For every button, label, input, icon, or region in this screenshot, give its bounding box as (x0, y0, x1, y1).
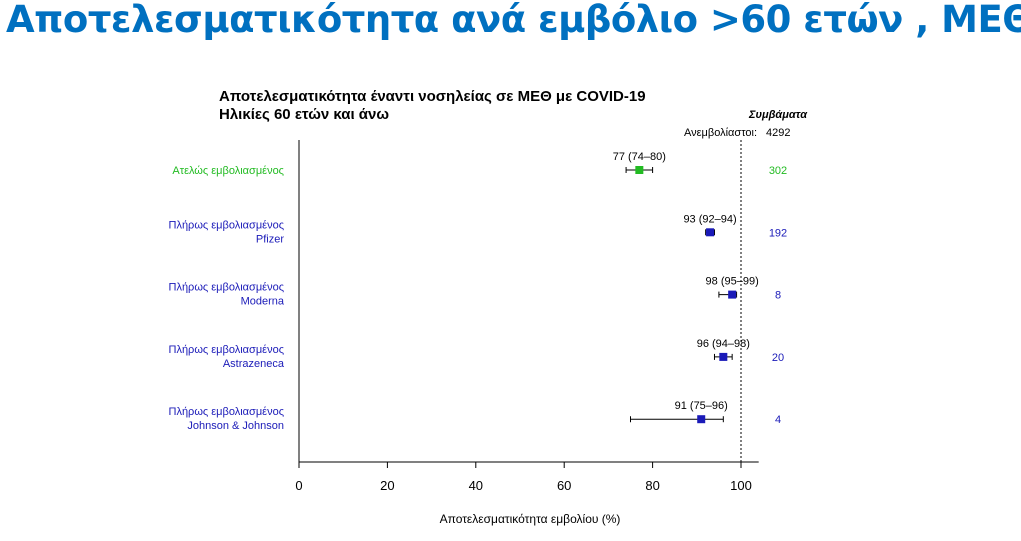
events-count: 302 (769, 165, 787, 177)
row-label: Astrazeneca (223, 358, 285, 370)
events-count: 8 (775, 290, 781, 302)
x-tick-label: 100 (730, 478, 752, 493)
events-count: 4 (775, 414, 781, 426)
events-count: 192 (769, 227, 787, 239)
ci-text: 93 (92–94) (683, 213, 736, 225)
ci-text: 96 (94–98) (697, 338, 750, 350)
ci-text: 77 (74–80) (613, 151, 666, 163)
unvaccinated-events: 4292 (766, 127, 790, 139)
x-tick-label: 60 (557, 478, 571, 493)
x-tick-label: 40 (469, 478, 483, 493)
row-label: Πλήρως εμβολιασμένος (169, 406, 285, 418)
chart-subtitle: Ηλικίες 60 ετών και άνω (219, 106, 390, 123)
row-label: Ατελώς εμβολιασμένος (172, 165, 284, 177)
ci-text: 91 (75–96) (675, 400, 728, 412)
events-header: Συμβάματα (748, 109, 808, 121)
chart-title: Αποτελεσματικότητα έναντι νοσηλείας σε Μ… (219, 88, 646, 105)
x-axis-label: Αποτελεσματικότητα εμβολίου (%) (440, 512, 621, 526)
x-tick-label: 0 (295, 478, 302, 493)
point-estimate (635, 166, 644, 174)
row-label: Johnson & Johnson (187, 420, 284, 432)
row-label: Moderna (241, 296, 285, 308)
unvaccinated-label: Ανεμβολίαστοι: (684, 127, 757, 139)
row-label: Πλήρως εμβολιασμένος (169, 219, 285, 231)
point-estimate (719, 352, 728, 361)
row-label: Pfizer (256, 233, 284, 245)
row-label: Πλήρως εμβολιασμένος (169, 344, 285, 356)
point-estimate (697, 415, 706, 424)
events-count: 20 (772, 352, 784, 364)
slide-title: Αποτελεσματικότητα ανά εμβόλιο >60 ετών … (6, 0, 1021, 41)
x-tick-label: 80 (645, 478, 659, 493)
x-tick-label: 20 (380, 478, 394, 493)
point-estimate (706, 228, 715, 237)
point-estimate (728, 290, 737, 299)
ci-text: 98 (95–99) (706, 276, 759, 288)
row-label: Πλήρως εμβολιασμένος (169, 282, 285, 294)
